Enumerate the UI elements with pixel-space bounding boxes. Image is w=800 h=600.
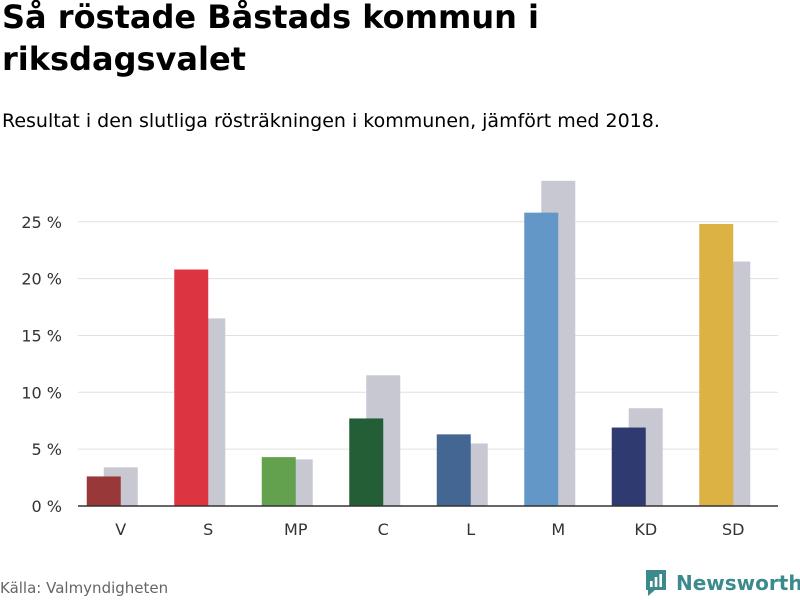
x-tick-label-v: V bbox=[115, 520, 126, 539]
newsworthy-logo: Newsworthy bbox=[644, 568, 800, 598]
bar-2022-s bbox=[174, 269, 209, 506]
y-tick-label: 20 % bbox=[21, 270, 62, 289]
y-tick-label: 0 % bbox=[32, 497, 62, 516]
bar-2022-c bbox=[349, 418, 384, 506]
x-axis-labels: V S MP C L M KD SD bbox=[115, 520, 744, 539]
bar-2022-l bbox=[436, 434, 471, 506]
bar-2022-mp bbox=[261, 457, 296, 506]
bar-2022-kd bbox=[611, 427, 646, 506]
y-tick-label: 25 % bbox=[21, 213, 62, 232]
newsworthy-logo-icon bbox=[646, 570, 666, 596]
x-tick-label-sd: SD bbox=[722, 520, 744, 539]
bar-2022-sd bbox=[699, 224, 734, 507]
chart-subtitle: Resultat i den slutliga rösträkningen i … bbox=[2, 110, 660, 132]
y-tick-label: 10 % bbox=[21, 383, 62, 402]
source-note: Källa: Valmyndigheten bbox=[0, 579, 169, 597]
brand-name: Newsworthy bbox=[676, 571, 800, 595]
bars bbox=[86, 180, 751, 507]
y-tick-label: 5 % bbox=[32, 440, 62, 459]
chart-title: Så röstade Båstads kommun i riksdagsvale… bbox=[2, 0, 540, 78]
x-tick-label-c: C bbox=[378, 520, 389, 539]
y-axis-labels: 0 % 5 % 10 % 15 % 20 % 25 % bbox=[21, 213, 62, 516]
bar-2022-m bbox=[524, 212, 559, 507]
x-tick-label-s: S bbox=[203, 520, 213, 539]
y-tick-label: 15 % bbox=[21, 326, 62, 345]
x-tick-label-kd: KD bbox=[634, 520, 657, 539]
x-tick-label-mp: MP bbox=[284, 520, 308, 539]
x-tick-label-l: L bbox=[466, 520, 475, 539]
bar-2022-v bbox=[86, 476, 121, 506]
x-tick-label-m: M bbox=[551, 520, 565, 539]
